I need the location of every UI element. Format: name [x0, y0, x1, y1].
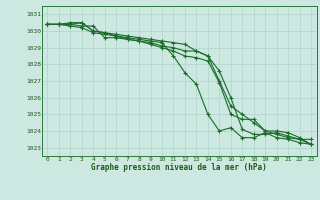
X-axis label: Graphe pression niveau de la mer (hPa): Graphe pression niveau de la mer (hPa)	[91, 163, 267, 172]
